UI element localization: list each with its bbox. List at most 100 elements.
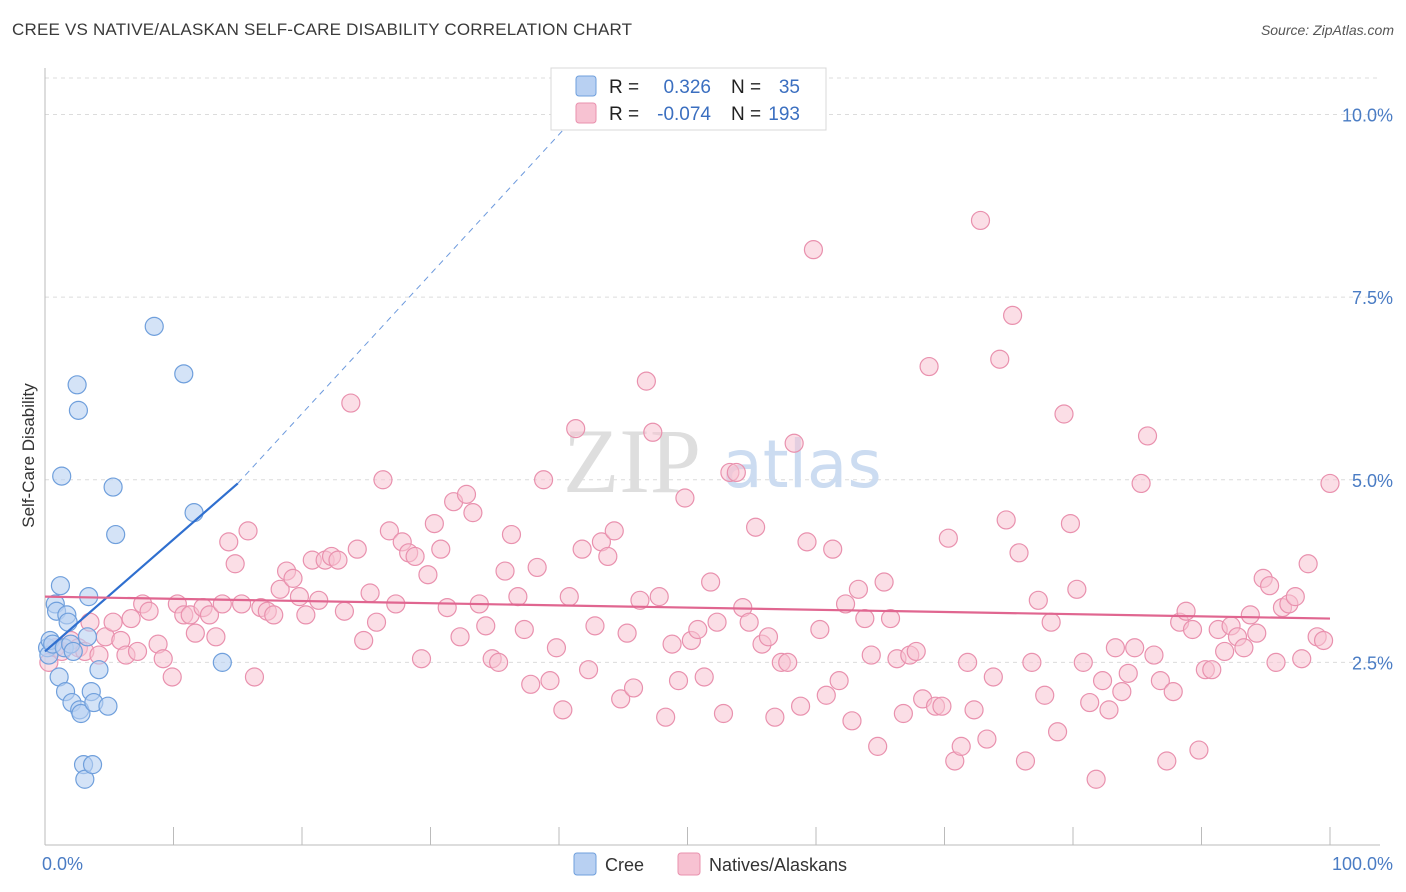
- native-point-120: [816, 685, 836, 705]
- native-point-25: [206, 627, 226, 647]
- native-point-51: [373, 470, 393, 490]
- cree-point-25: [82, 755, 103, 775]
- native-point-123: [835, 594, 856, 614]
- native-point-161: [1080, 692, 1100, 713]
- native-point-82: [572, 539, 592, 559]
- cree-point-29: [103, 477, 123, 497]
- native-point-106: [726, 462, 746, 483]
- native-point-76: [533, 470, 554, 490]
- native-point-195: [1298, 554, 1318, 574]
- native-point-52: [379, 521, 399, 541]
- native-point-152: [1022, 652, 1042, 672]
- native-point-169: [1131, 473, 1151, 494]
- native-point-90: [623, 678, 644, 698]
- y-tick-label-2: 7.5%: [1352, 288, 1393, 308]
- cree-point-28: [98, 696, 118, 716]
- legend-n-value-cree: 35: [779, 77, 800, 98]
- native-point-86: [598, 546, 618, 567]
- native-point-12: [121, 608, 141, 629]
- cree-point-34: [212, 652, 232, 672]
- native-point-98: [675, 488, 695, 508]
- bottom-legend-swatch-cree: [573, 852, 597, 876]
- native-point-124: [842, 711, 862, 731]
- native-point-104: [713, 703, 734, 724]
- native-point-47: [347, 539, 367, 559]
- native-point-153: [1028, 590, 1048, 610]
- native-point-198: [1320, 473, 1340, 494]
- legend-n-label-cree: N =: [731, 77, 761, 98]
- cree-point-33: [184, 503, 204, 523]
- native-point-81: [566, 419, 586, 439]
- native-point-154: [1035, 685, 1055, 705]
- native-point-127: [861, 645, 881, 665]
- cree-point-27: [89, 660, 109, 680]
- native-point-50: [366, 612, 387, 632]
- native-point-143: [964, 700, 984, 720]
- native-point-132: [893, 703, 913, 724]
- native-point-129: [874, 572, 894, 592]
- native-point-65: [463, 503, 483, 523]
- cree-trend-line: [44, 482, 239, 653]
- cree-point-17: [68, 400, 89, 420]
- native-point-29: [232, 594, 252, 614]
- y-tick-label-0: 2.5%: [1352, 653, 1393, 673]
- native-point-92: [636, 371, 656, 391]
- native-point-150: [1009, 543, 1029, 563]
- cree-point-16: [67, 375, 87, 395]
- native-point-119: [810, 619, 830, 640]
- native-point-13: [127, 641, 148, 662]
- native-point-89: [617, 623, 637, 643]
- native-point-18: [162, 667, 182, 687]
- native-point-173: [1157, 751, 1177, 771]
- cree-point-30: [106, 524, 126, 545]
- native-point-72: [508, 587, 528, 607]
- native-point-28: [225, 554, 245, 574]
- native-point-58: [418, 565, 438, 585]
- cree-point-31: [144, 316, 164, 336]
- native-point-73: [514, 619, 534, 640]
- native-point-71: [501, 524, 522, 545]
- native-point-116: [790, 696, 811, 716]
- native-point-59: [424, 513, 444, 534]
- native-point-60: [431, 539, 451, 559]
- native-point-167: [1118, 663, 1138, 683]
- native-point-69: [489, 652, 509, 672]
- native-point-182: [1215, 641, 1235, 662]
- legend-swatch-native: [575, 102, 597, 124]
- native-point-180: [1202, 660, 1222, 680]
- trend-lines: [44, 92, 1331, 653]
- native-point-155: [1041, 612, 1061, 632]
- native-point-147: [990, 349, 1010, 369]
- native-point-37: [283, 568, 303, 588]
- cree-point-32: [174, 364, 194, 384]
- native-point-45: [334, 601, 355, 621]
- native-point-171: [1144, 645, 1164, 665]
- legend-r-value-native: -0.074: [657, 104, 711, 125]
- native-point-174: [1163, 681, 1183, 702]
- native-point-100: [688, 619, 708, 640]
- native-point-22: [185, 623, 205, 643]
- native-point-122: [829, 671, 849, 691]
- native-point-115: [784, 433, 804, 453]
- native-point-177: [1182, 619, 1203, 640]
- native-point-121: [823, 539, 843, 559]
- native-point-159: [1067, 579, 1087, 599]
- native-point-125: [848, 579, 869, 599]
- native-point-139: [938, 528, 958, 548]
- y-axis-label: Self-Care Disability: [19, 383, 38, 528]
- native-point-148: [996, 510, 1016, 530]
- native-point-57: [411, 649, 432, 669]
- native-point-185: [1234, 638, 1254, 658]
- native-point-83: [578, 660, 599, 680]
- native-point-162: [1086, 769, 1106, 789]
- legend-n-label-native: N =: [731, 104, 761, 125]
- native-points: [39, 210, 1340, 789]
- native-point-94: [649, 587, 669, 607]
- native-point-194: [1292, 649, 1312, 669]
- native-point-24: [199, 605, 220, 625]
- legend-n-value-native: 193: [768, 104, 800, 125]
- native-point-186: [1240, 605, 1260, 625]
- x-ticks: [44, 827, 1331, 845]
- native-point-158: [1060, 513, 1081, 534]
- native-point-128: [868, 736, 888, 756]
